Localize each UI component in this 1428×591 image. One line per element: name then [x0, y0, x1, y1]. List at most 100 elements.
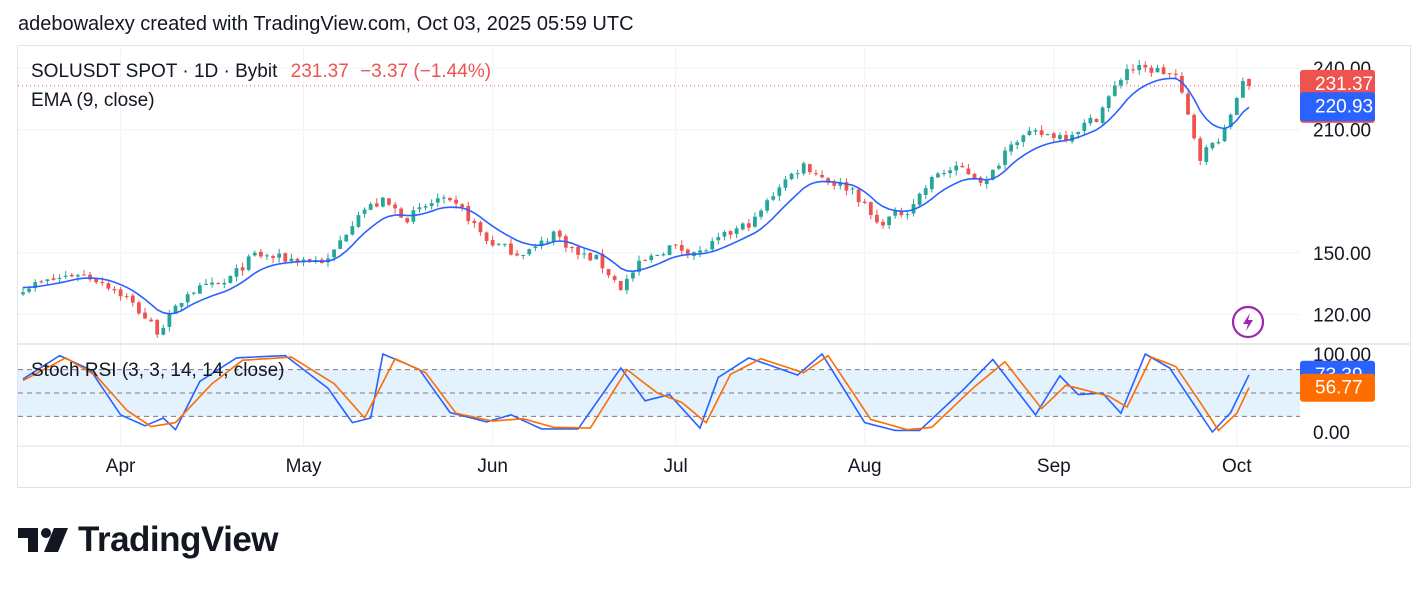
- candle-body: [710, 241, 715, 250]
- time-tick-label: May: [286, 456, 322, 477]
- candle-body: [1228, 114, 1233, 127]
- candle-body: [173, 305, 178, 314]
- candle-body: [295, 258, 300, 263]
- candle-body: [356, 215, 361, 227]
- candle-body: [557, 230, 562, 237]
- ema-legend[interactable]: EMA (9, close): [31, 90, 155, 111]
- candle-body: [844, 182, 849, 191]
- candle-body: [76, 275, 80, 277]
- candle-body: [1167, 73, 1172, 75]
- candle-body: [57, 277, 62, 279]
- candle-body: [667, 245, 672, 256]
- candle-body: [539, 240, 544, 247]
- candle-body: [881, 221, 885, 226]
- candle-body: [1106, 96, 1111, 109]
- candle-body: [661, 254, 666, 256]
- candle-body: [936, 173, 940, 178]
- candle-body: [344, 234, 349, 242]
- candle-body: [515, 253, 519, 256]
- candle-body: [1155, 67, 1160, 73]
- candle-body: [1216, 142, 1221, 144]
- symbol-label: SOLUSDT SPOT · 1D · Bybit: [31, 61, 278, 82]
- candle-body: [759, 210, 763, 217]
- candle-body: [130, 295, 135, 303]
- candle-body: [191, 292, 196, 294]
- candle-body: [100, 281, 105, 283]
- candle-body: [33, 282, 38, 289]
- tradingview-logo[interactable]: TradingView: [18, 520, 279, 560]
- candle-body: [868, 202, 873, 216]
- candle-body: [405, 217, 410, 223]
- candle-body: [582, 253, 587, 255]
- candle-body: [838, 182, 843, 186]
- candle-body: [1003, 150, 1007, 165]
- candle-body: [899, 210, 904, 216]
- candle-body: [454, 199, 458, 204]
- ema-9-line: [22, 77, 1250, 315]
- candle-body: [942, 172, 946, 174]
- close-price-tag-text: 231.37: [1315, 74, 1373, 95]
- candle-body: [753, 216, 757, 227]
- candle-body: [704, 250, 709, 252]
- candle-body: [960, 165, 965, 168]
- stoch-rsi-legend[interactable]: Stoch RSI (3, 3, 14, 14, close): [31, 360, 285, 381]
- candle-body: [917, 193, 922, 205]
- candle-body: [21, 292, 25, 295]
- candle-body: [685, 249, 690, 255]
- candle-body: [545, 241, 550, 243]
- candle-body: [380, 197, 385, 207]
- time-tick-label: Aug: [848, 456, 882, 477]
- candle-body: [94, 278, 99, 283]
- candle-body: [1027, 130, 1032, 135]
- candle-body: [423, 206, 428, 208]
- stoch-rsi-k-line: [22, 352, 1250, 434]
- candle-body: [179, 302, 184, 307]
- candle-body: [1064, 134, 1068, 141]
- price-tick-label: 150.00: [1313, 244, 1371, 265]
- candle-body: [1137, 64, 1142, 71]
- candle-body: [850, 188, 855, 190]
- candle-body: [631, 272, 635, 279]
- candle-body: [1247, 78, 1251, 86]
- tradingview-logo-icon: [18, 528, 68, 552]
- time-tick-label: Sep: [1037, 456, 1071, 477]
- candle-body: [246, 256, 251, 270]
- ema-price-tag-text: 220.93: [1315, 96, 1373, 117]
- price-tick-label: 120.00: [1313, 305, 1371, 326]
- candle-body: [509, 243, 513, 255]
- candle-body: [484, 232, 489, 242]
- candle-body: [1070, 134, 1075, 142]
- stoch-rsi-lines: [22, 352, 1250, 434]
- candle-body: [600, 253, 605, 269]
- candle-body: [649, 255, 654, 261]
- candle-body: [283, 253, 288, 262]
- candle-body: [45, 279, 50, 282]
- candle-body: [63, 275, 68, 277]
- candle-body: [795, 173, 800, 175]
- candle-body: [533, 246, 538, 249]
- candle-body: [746, 223, 751, 228]
- candle-body: [258, 251, 263, 257]
- candle-body: [594, 254, 599, 260]
- candle-body: [1180, 75, 1184, 93]
- last-price-label: 231.37: [290, 61, 349, 82]
- candle-body: [466, 206, 471, 222]
- candle-body: [27, 288, 31, 292]
- candle-body: [820, 174, 824, 178]
- chart-frame[interactable]: [17, 45, 1411, 488]
- grid-lines: [18, 46, 1410, 447]
- candle-body: [112, 289, 117, 291]
- candle-body: [978, 177, 983, 183]
- time-tick-label: Jul: [663, 456, 687, 477]
- candle-body: [1161, 67, 1166, 75]
- stoch-tick-label: 100.00: [1313, 345, 1371, 366]
- lightning-icon[interactable]: [1231, 305, 1265, 339]
- candle-body: [716, 237, 721, 241]
- candle-body: [1173, 73, 1178, 75]
- candle-body: [1051, 133, 1056, 138]
- candle-body: [1100, 107, 1105, 123]
- symbol-legend[interactable]: SOLUSDT SPOT · 1D · Bybit 231.37 −3.37 (…: [31, 61, 491, 83]
- candle-body: [197, 285, 202, 294]
